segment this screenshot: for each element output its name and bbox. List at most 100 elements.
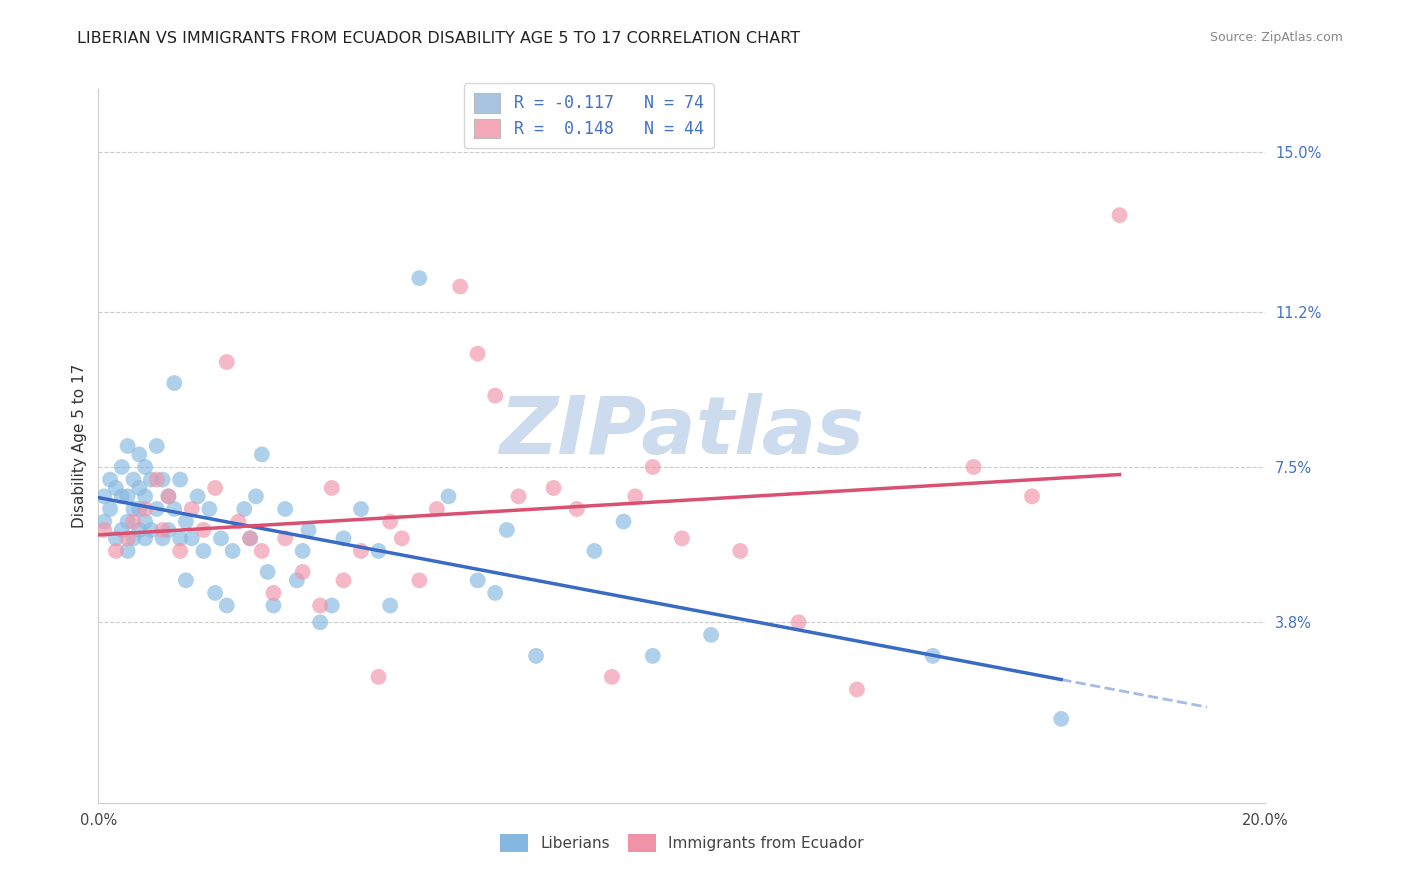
Point <box>391 532 413 546</box>
Point <box>117 544 139 558</box>
Point <box>122 473 145 487</box>
Point <box>250 447 273 461</box>
Point <box>350 502 373 516</box>
Point <box>262 599 284 613</box>
Point <box>612 515 634 529</box>
Point <box>128 481 150 495</box>
Point <box>524 648 547 663</box>
Point <box>408 574 430 588</box>
Point <box>437 489 460 503</box>
Point <box>671 532 693 546</box>
Point <box>380 515 402 529</box>
Point <box>221 544 243 558</box>
Point <box>157 489 180 503</box>
Point <box>262 586 284 600</box>
Point <box>543 481 565 495</box>
Point <box>239 532 262 546</box>
Point <box>180 532 202 546</box>
Point <box>117 489 139 503</box>
Point <box>641 648 664 663</box>
Point <box>426 502 449 516</box>
Point <box>117 532 139 546</box>
Point <box>285 574 308 588</box>
Point <box>93 523 115 537</box>
Point <box>174 574 197 588</box>
Point <box>239 532 262 546</box>
Point <box>350 544 373 558</box>
Point <box>204 481 226 495</box>
Point <box>180 502 202 516</box>
Point <box>117 515 139 529</box>
Point <box>215 599 238 613</box>
Point <box>1108 208 1130 222</box>
Point <box>256 565 278 579</box>
Point <box>380 599 402 613</box>
Point <box>787 615 810 630</box>
Point <box>508 489 530 503</box>
Point <box>291 565 314 579</box>
Point <box>98 502 121 516</box>
Point <box>146 439 169 453</box>
Point <box>624 489 647 503</box>
Point <box>467 346 489 360</box>
Point <box>163 376 186 390</box>
Point <box>139 473 162 487</box>
Point <box>152 523 174 537</box>
Point <box>962 460 984 475</box>
Point <box>134 502 156 516</box>
Point <box>104 544 127 558</box>
Point <box>1050 712 1073 726</box>
Point <box>332 532 354 546</box>
Point <box>233 502 256 516</box>
Point <box>274 502 297 516</box>
Point <box>332 574 354 588</box>
Point <box>134 532 156 546</box>
Point <box>122 515 145 529</box>
Point <box>117 439 139 453</box>
Point <box>134 489 156 503</box>
Point <box>187 489 209 503</box>
Point <box>309 615 332 630</box>
Point <box>111 523 134 537</box>
Point <box>321 599 343 613</box>
Point <box>104 532 127 546</box>
Point <box>122 502 145 516</box>
Point <box>93 515 115 529</box>
Point <box>163 502 186 516</box>
Point <box>152 532 174 546</box>
Point <box>309 599 332 613</box>
Legend: Liberians, Immigrants from Ecuador: Liberians, Immigrants from Ecuador <box>492 827 872 859</box>
Point <box>104 481 127 495</box>
Point <box>122 532 145 546</box>
Point <box>128 447 150 461</box>
Point <box>641 460 664 475</box>
Point <box>193 523 215 537</box>
Point <box>93 489 115 503</box>
Point <box>134 460 156 475</box>
Point <box>98 473 121 487</box>
Text: Source: ZipAtlas.com: Source: ZipAtlas.com <box>1209 31 1343 45</box>
Point <box>157 489 180 503</box>
Point <box>291 544 314 558</box>
Point <box>146 473 169 487</box>
Y-axis label: Disability Age 5 to 17: Disability Age 5 to 17 <box>72 364 87 528</box>
Point <box>174 515 197 529</box>
Point <box>449 279 471 293</box>
Point <box>700 628 723 642</box>
Text: LIBERIAN VS IMMIGRANTS FROM ECUADOR DISABILITY AGE 5 TO 17 CORRELATION CHART: LIBERIAN VS IMMIGRANTS FROM ECUADOR DISA… <box>77 31 800 46</box>
Point <box>198 502 221 516</box>
Point <box>730 544 752 558</box>
Point <box>152 473 174 487</box>
Point <box>1021 489 1043 503</box>
Point <box>215 355 238 369</box>
Point <box>204 586 226 600</box>
Point <box>209 532 232 546</box>
Point <box>484 586 506 600</box>
Point <box>367 670 389 684</box>
Point <box>169 473 191 487</box>
Point <box>321 481 343 495</box>
Point <box>496 523 519 537</box>
Point <box>600 670 623 684</box>
Point <box>274 532 297 546</box>
Point <box>408 271 430 285</box>
